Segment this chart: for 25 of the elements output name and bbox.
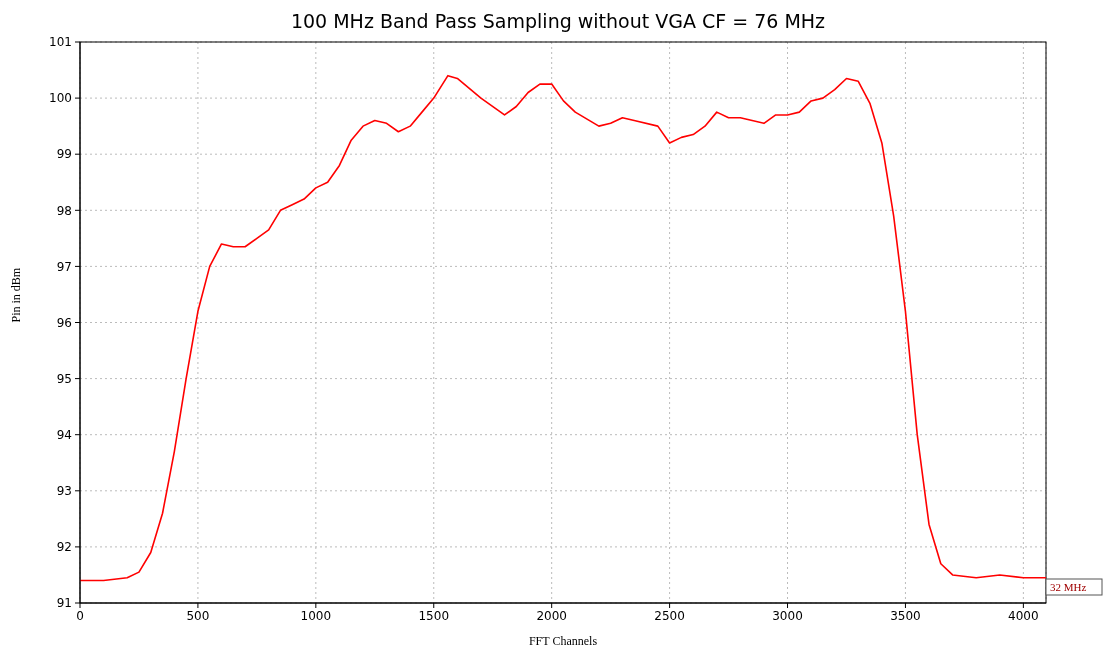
y-tick-label: 93: [56, 484, 72, 499]
x-tick-label: 0: [76, 608, 84, 623]
y-axis-title: Pin in dBm: [9, 267, 24, 323]
y-tick-label: 98: [56, 203, 72, 218]
y-tick-label: 91: [56, 596, 72, 611]
x-tick-label: 1500: [418, 608, 450, 623]
y-tick-label: 101: [49, 35, 72, 50]
y-tick-label: 99: [56, 147, 72, 162]
x-tick-label: 3000: [772, 608, 803, 623]
text: 32 MHz: [1050, 581, 1087, 593]
x-tick-label: 1000: [300, 608, 332, 623]
x-tick-label: 2000: [536, 608, 567, 623]
chart-title: 100 MHz Band Pass Sampling without VGA CF = 76 MHz: [289, 10, 827, 32]
x-axis-title: FFT Channels: [528, 634, 598, 648]
y-tick-label: 100: [49, 91, 72, 106]
y-tick-label: 96: [56, 315, 72, 330]
line-series: [80, 74, 1046, 582]
y-tick-label: 97: [56, 259, 72, 274]
x-tick-label: 2500: [654, 608, 685, 623]
x-tick-label: 4000: [1008, 608, 1039, 623]
y-tick-label: 94: [56, 427, 72, 442]
y-tick-label: 95: [56, 371, 72, 386]
y-tick-label: 92: [56, 540, 72, 555]
x-tick-label: 3500: [890, 608, 921, 623]
x-tick-label: 500: [186, 608, 210, 623]
